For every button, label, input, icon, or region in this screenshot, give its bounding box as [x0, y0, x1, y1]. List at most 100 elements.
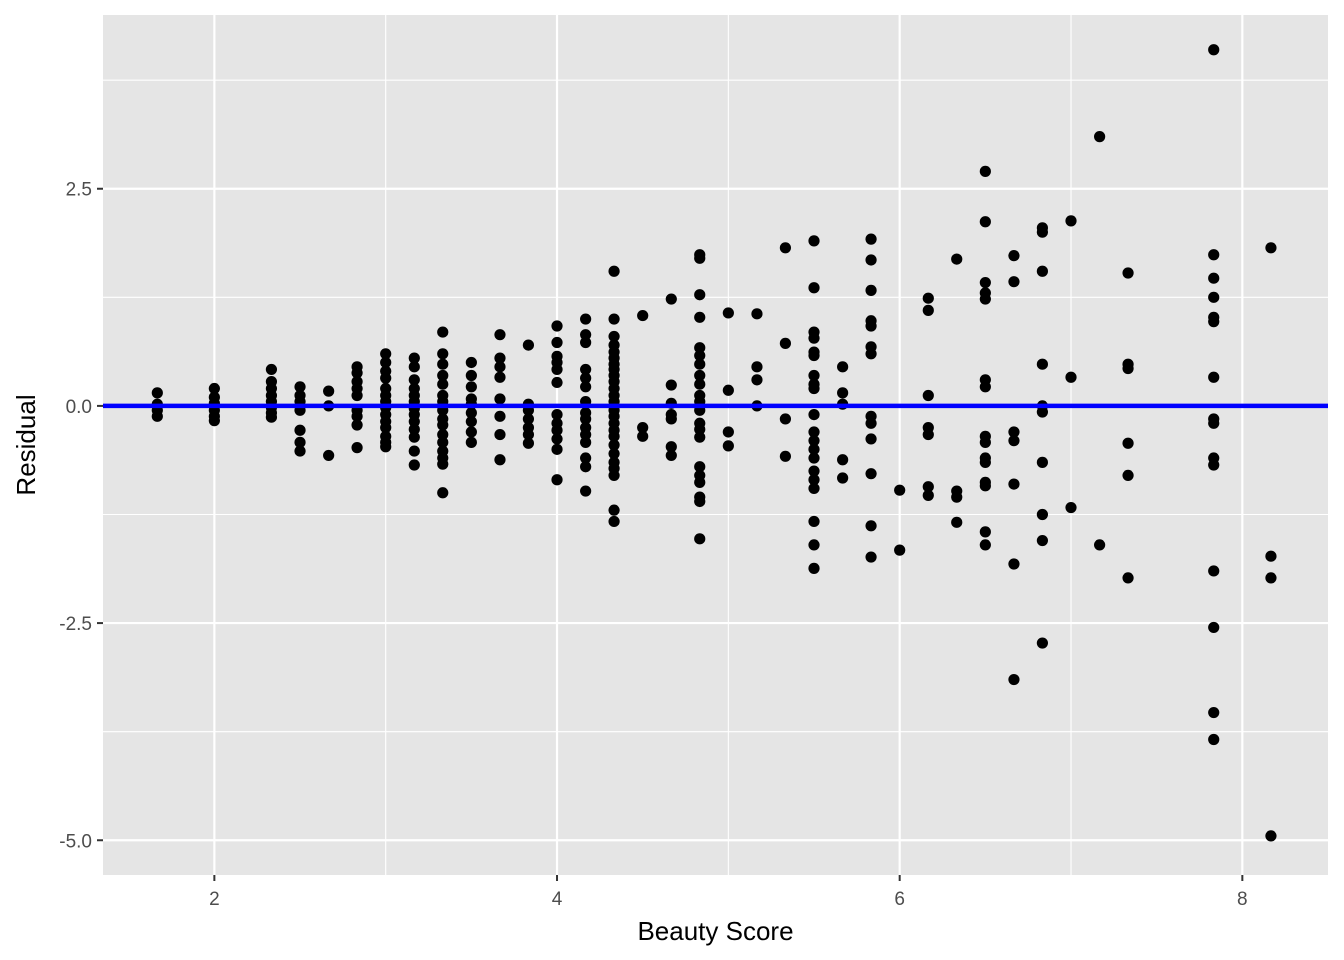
data-point: [437, 369, 449, 382]
data-point: [580, 372, 592, 384]
data-point: [494, 454, 506, 466]
data-point: [1122, 572, 1134, 584]
data-point: [808, 539, 820, 551]
data-point: [722, 384, 734, 396]
data-point: [808, 369, 820, 382]
data-point: [351, 410, 363, 422]
data-point: [837, 387, 849, 399]
data-point: [265, 411, 278, 423]
data-point: [494, 352, 506, 364]
data-point: [294, 381, 306, 393]
data-point: [608, 439, 620, 451]
data-point: [294, 424, 306, 436]
data-point: [694, 349, 706, 362]
data-point: [580, 485, 592, 497]
data-point: [865, 284, 877, 296]
data-point: [665, 379, 677, 391]
data-point: [779, 242, 792, 254]
data-point: [551, 443, 563, 455]
data-point: [608, 515, 620, 528]
data-point: [922, 489, 934, 501]
data-point: [894, 544, 906, 556]
data-point: [408, 431, 420, 443]
data-point: [979, 456, 991, 468]
data-point: [437, 487, 449, 499]
data-point: [694, 423, 706, 435]
data-point: [208, 415, 220, 427]
data-point: [1208, 272, 1220, 284]
data-point: [380, 372, 392, 384]
data-point: [580, 452, 592, 464]
data-point: [380, 441, 392, 453]
data-point: [1094, 131, 1106, 143]
data-point: [1065, 501, 1077, 514]
data-point: [665, 293, 677, 305]
data-point: [637, 430, 649, 442]
data-point: [408, 459, 420, 471]
data-point: [808, 282, 820, 294]
data-point: [323, 449, 335, 462]
data-point: [1008, 435, 1020, 447]
data-point: [437, 358, 449, 370]
data-point: [1265, 572, 1277, 584]
data-point: [351, 367, 363, 379]
data-point: [608, 448, 620, 460]
data-point: [408, 415, 420, 428]
data-point: [351, 389, 363, 402]
data-point: [1122, 437, 1134, 449]
data-point: [580, 436, 592, 448]
y-tick-label: -5.0: [59, 831, 92, 852]
data-point: [979, 381, 991, 393]
data-point: [380, 422, 392, 434]
data-point: [1065, 215, 1077, 227]
data-point: [1208, 291, 1220, 303]
data-point: [837, 454, 849, 466]
data-point: [1036, 265, 1048, 277]
data-point: [551, 320, 563, 332]
data-point: [522, 413, 535, 425]
x-tick-label: 2: [209, 889, 220, 910]
data-point: [465, 369, 477, 382]
data-point: [751, 374, 763, 386]
data-point: [751, 308, 763, 320]
data-point: [865, 254, 877, 266]
data-point: [1208, 459, 1220, 471]
data-point: [608, 469, 620, 482]
x-tick-label: 6: [894, 889, 905, 910]
data-point: [437, 458, 449, 470]
x-tick-label: 4: [552, 889, 563, 910]
data-point: [779, 337, 792, 349]
data-point: [808, 515, 820, 528]
data-point: [922, 481, 934, 493]
data-point: [465, 426, 477, 438]
data-point: [494, 410, 506, 422]
data-point: [808, 332, 820, 344]
data-point: [694, 495, 706, 508]
y-tick-label: 0.0: [66, 397, 92, 418]
data-point: [551, 336, 563, 349]
data-point: [294, 436, 306, 448]
data-point: [437, 436, 449, 448]
data-point: [1036, 637, 1048, 649]
data-point: [608, 330, 620, 343]
data-point: [722, 307, 734, 319]
data-point: [694, 358, 706, 370]
data-point: [1036, 456, 1048, 468]
data-point: [551, 363, 563, 376]
data-point: [694, 378, 706, 390]
data-point: [580, 381, 592, 393]
data-point: [1265, 830, 1277, 842]
data-point: [522, 339, 535, 351]
data-point: [1208, 371, 1220, 383]
x-tick-label: 8: [1237, 889, 1248, 910]
data-point: [1208, 44, 1220, 56]
data-point: [1208, 249, 1220, 261]
data-point: [1008, 250, 1020, 262]
data-point: [665, 449, 677, 462]
data-point: [865, 520, 877, 532]
data-point: [437, 326, 449, 338]
data-point: [408, 361, 420, 373]
data-point: [522, 437, 535, 449]
data-point: [808, 235, 820, 247]
data-point: [1122, 469, 1134, 482]
